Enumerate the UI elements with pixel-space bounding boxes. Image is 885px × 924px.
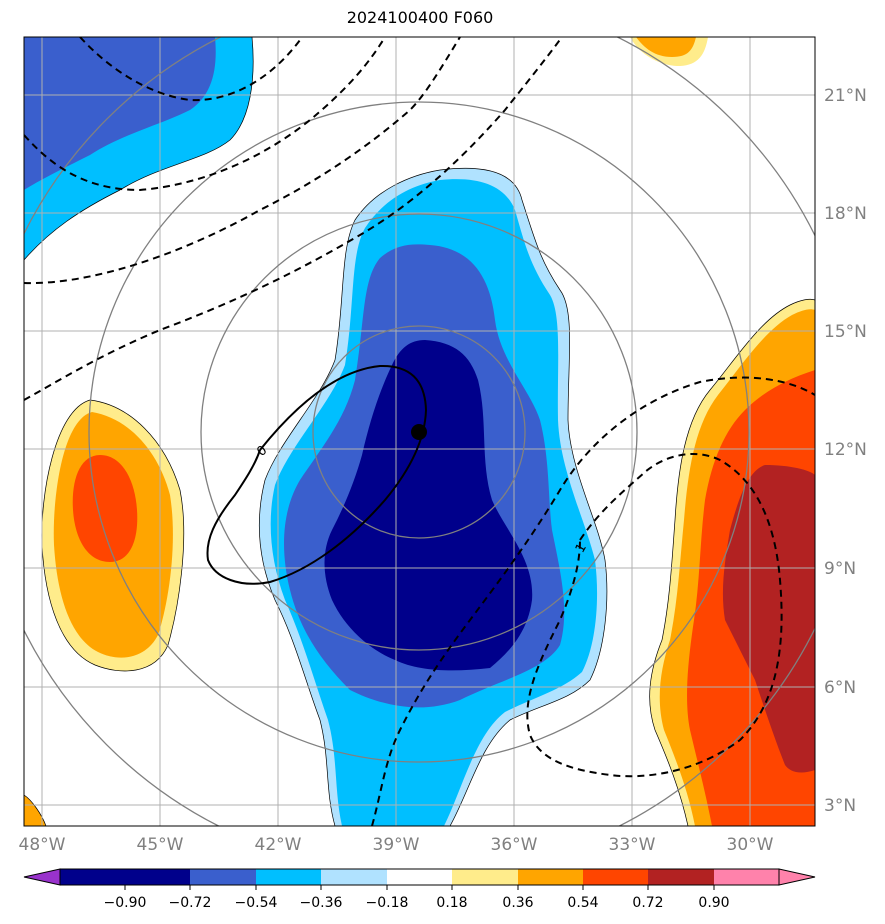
colorbar: −0.90 −0.72 −0.54 −0.36 −0.18 0.18 0.36 … bbox=[23, 868, 816, 911]
colorbar-swatch bbox=[648, 869, 714, 885]
lon-tick: 33°W bbox=[609, 835, 656, 855]
colorbar-tick-label: −0.36 bbox=[300, 895, 343, 911]
lon-tick: 30°W bbox=[727, 835, 774, 855]
lon-tick-labels: 48°W 45°W 42°W 39°W 36°W 33°W 30°W bbox=[19, 835, 774, 855]
colorbar-frame bbox=[59, 868, 780, 886]
lon-tick: 48°W bbox=[19, 835, 66, 855]
negative-anomaly-center bbox=[258, 168, 608, 826]
positive-anomaly-west bbox=[41, 399, 185, 672]
negative-anomaly-northwest bbox=[24, 37, 254, 261]
chart-title: 2024100400 F060 bbox=[346, 8, 494, 27]
colorbar-tick-label: 0.54 bbox=[567, 895, 598, 911]
positive-anomaly-north bbox=[630, 37, 708, 66]
lat-tick: 12°N bbox=[824, 440, 867, 460]
colorbar-swatch bbox=[125, 869, 190, 885]
colorbar-extend-min bbox=[23, 868, 61, 886]
lat-tick: 18°N bbox=[824, 204, 867, 224]
colorbar-swatch bbox=[60, 869, 125, 885]
lon-tick: 42°W bbox=[255, 835, 302, 855]
colorbar-swatch bbox=[190, 869, 256, 885]
storm-center-marker bbox=[411, 424, 427, 440]
colorbar-swatch bbox=[256, 869, 321, 885]
range-rings bbox=[24, 37, 815, 826]
colorbar-tick-label: −0.54 bbox=[235, 895, 278, 911]
map-frame bbox=[23, 36, 816, 827]
lon-tick: 39°W bbox=[373, 835, 420, 855]
colorbar-tick-label: 0.18 bbox=[436, 895, 467, 911]
dashed-contours bbox=[24, 37, 815, 826]
lon-tick: 45°W bbox=[137, 835, 184, 855]
solid-contour bbox=[206, 364, 428, 585]
colorbar-swatch bbox=[583, 869, 648, 885]
colorbar-swatch bbox=[321, 869, 387, 885]
lat-tick: 9°N bbox=[824, 559, 856, 579]
colorbar-swatch bbox=[387, 869, 452, 885]
lat-tick: 21°N bbox=[824, 86, 867, 106]
colorbar-tick-label: 0.72 bbox=[632, 895, 663, 911]
graticule bbox=[24, 37, 815, 826]
lat-tick: 3°N bbox=[824, 796, 856, 816]
lon-tick: 36°W bbox=[491, 835, 538, 855]
lat-tick: 15°N bbox=[824, 322, 867, 342]
colorbar-extend-max bbox=[778, 868, 816, 886]
colorbar-tick-label: −0.72 bbox=[169, 895, 212, 911]
colorbar-tick-label: −0.18 bbox=[366, 895, 409, 911]
colorbar-swatch bbox=[714, 869, 779, 885]
colorbar-tick-label: −0.90 bbox=[104, 895, 147, 911]
colorbar-tick-label: 0.36 bbox=[502, 895, 533, 911]
lat-tick: 6°N bbox=[824, 678, 856, 698]
colorbar-tick-label: 0.90 bbox=[698, 895, 729, 911]
positive-anomaly-southwest bbox=[24, 794, 47, 826]
colorbar-swatch bbox=[518, 869, 583, 885]
colorbar-swatch bbox=[452, 869, 518, 885]
lat-tick-labels: 3°N 6°N 9°N 12°N 15°N 18°N 21°N bbox=[824, 86, 867, 816]
